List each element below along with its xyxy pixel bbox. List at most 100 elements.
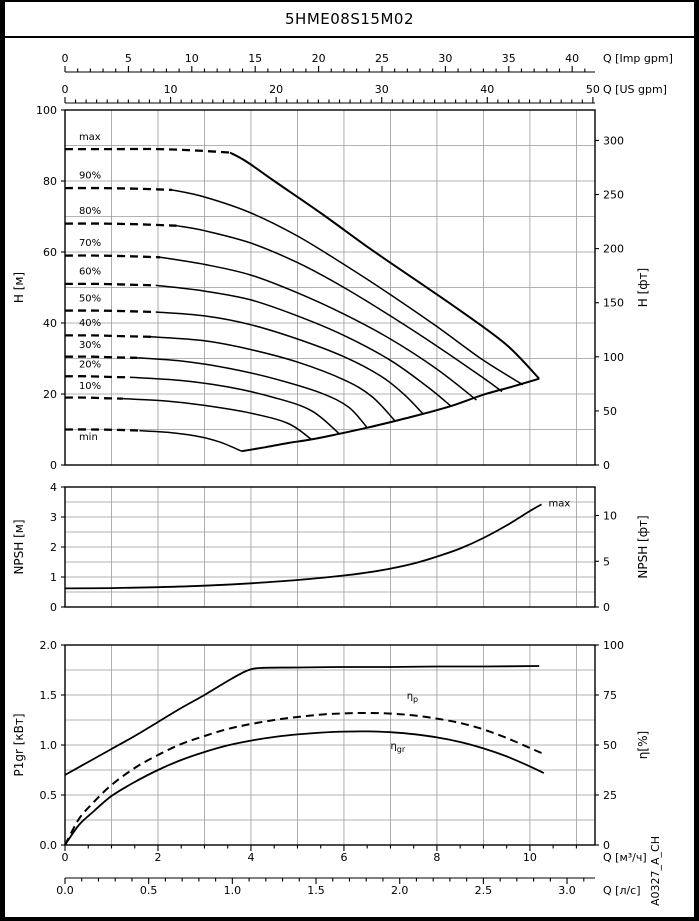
power-series-eta-gr — [64, 730, 545, 846]
svg-text:40: 40 — [565, 52, 579, 65]
curve-label-70%: 70% — [79, 238, 101, 249]
curve-label-60%: 60% — [79, 267, 101, 278]
svg-text:250: 250 — [603, 189, 624, 202]
svg-text:2.0: 2.0 — [40, 639, 58, 652]
head-series-50pct-solid — [155, 311, 424, 415]
curve-label-80%: 80% — [79, 206, 101, 217]
svg-text:0: 0 — [50, 601, 57, 614]
svg-text:300: 300 — [603, 134, 624, 147]
sheet-background — [5, 2, 694, 917]
head-series-90pct-solid — [171, 189, 524, 386]
curve-label-ηgr: ηgr — [390, 741, 405, 754]
curve-label-10%: 10% — [79, 381, 101, 392]
svg-text:2: 2 — [50, 541, 57, 554]
svg-text:0: 0 — [603, 601, 610, 614]
curve-label-ηp: ηp — [407, 691, 418, 704]
svg-text:10: 10 — [185, 52, 199, 65]
svg-text:6: 6 — [340, 851, 347, 864]
svg-text:5: 5 — [603, 555, 610, 568]
power-series-p1gr — [64, 665, 540, 776]
npsh-left-axis-title: NPSH [м] — [12, 519, 26, 574]
npsh-plot: 0 1 2 3 4 NPSH [м] 0 5 10 NPSH [фт] max — [12, 481, 650, 614]
svg-text:20: 20 — [312, 52, 326, 65]
svg-text:150: 150 — [603, 297, 624, 310]
svg-text:40: 40 — [480, 83, 494, 96]
curve-label-max: max — [79, 132, 101, 143]
power-right-axis-title: η[%] — [636, 731, 650, 759]
svg-text:1: 1 — [50, 571, 57, 584]
head-series-10pct-dashed — [64, 396, 124, 400]
svg-text:0: 0 — [603, 459, 610, 472]
svg-text:Q [л/с]: Q [л/с] — [603, 884, 641, 897]
svg-text:2: 2 — [154, 851, 161, 864]
svg-text:5: 5 — [125, 52, 132, 65]
svg-text:0: 0 — [62, 83, 69, 96]
svg-text:0.0: 0.0 — [56, 884, 74, 897]
head-series-10pct-solid — [123, 397, 312, 441]
scale-q-л-с-: 0.0 0.5 1.0 1.5 2.0 2.5 3.0 Q [л/с] — [56, 877, 641, 897]
curve-label-30%: 30% — [79, 340, 101, 351]
power-left-axis-title: P1gr [кВт] — [12, 713, 26, 776]
svg-text:25: 25 — [603, 789, 617, 802]
svg-text:15: 15 — [248, 52, 262, 65]
svg-text:8: 8 — [433, 851, 440, 864]
svg-text:0: 0 — [62, 52, 69, 65]
head-series-30pct-dashed — [64, 355, 138, 359]
npsh-right-axis-title: NPSH [фт] — [636, 515, 650, 578]
svg-text:1.0: 1.0 — [224, 884, 242, 897]
svg-text:0: 0 — [62, 851, 69, 864]
svg-text:10: 10 — [603, 510, 617, 523]
svg-text:200: 200 — [603, 243, 624, 256]
power-series-eta-p — [64, 712, 545, 846]
svg-text:10: 10 — [523, 851, 537, 864]
npsh-series-npsh-max — [64, 503, 542, 590]
head-series-80pct-dashed — [64, 222, 177, 227]
svg-text:40: 40 — [43, 317, 57, 330]
scale-q-us-gpm-: 0 10 20 30 40 50 Q [US gpm] — [62, 83, 667, 104]
svg-text:20: 20 — [269, 83, 283, 96]
svg-text:1.0: 1.0 — [40, 739, 58, 752]
svg-text:60: 60 — [43, 246, 57, 259]
svg-text:0.5: 0.5 — [140, 884, 158, 897]
svg-text:75: 75 — [603, 689, 617, 702]
head-series-40pct-solid — [150, 336, 396, 422]
curve-label-min: min — [79, 432, 98, 443]
svg-text:0: 0 — [603, 839, 610, 852]
svg-text:3.0: 3.0 — [558, 884, 576, 897]
curve-label-50%: 50% — [79, 293, 101, 304]
pump-model-title: 5HME08S15M02 — [285, 10, 414, 28]
svg-text:100: 100 — [603, 639, 624, 652]
head-series-20pct-solid — [130, 376, 340, 435]
svg-text:100: 100 — [36, 104, 57, 117]
svg-text:Q [Imp gpm]: Q [Imp gpm] — [603, 52, 673, 65]
head-series-min-dashed — [64, 428, 140, 432]
svg-text:80: 80 — [43, 175, 57, 188]
head-series-70pct-dashed — [64, 254, 161, 259]
svg-text:1.5: 1.5 — [307, 884, 325, 897]
scale-q-imp-gpm-: 0 5 10 15 20 25 30 35 40 Q [Imp gpm] — [62, 52, 673, 73]
head-series-80pct-solid — [176, 224, 503, 393]
svg-text:50: 50 — [603, 739, 617, 752]
head-series-max-dashed — [64, 147, 231, 154]
svg-text:2.5: 2.5 — [475, 884, 493, 897]
head-right-axis-title: H [фт] — [636, 268, 650, 307]
svg-text:30: 30 — [375, 83, 389, 96]
svg-text:3: 3 — [50, 511, 57, 524]
svg-text:50: 50 — [603, 405, 617, 418]
drawing-code: A0327_A_CH — [649, 836, 662, 906]
head-series-30pct-solid — [137, 357, 368, 429]
head-series-70pct-solid — [160, 256, 477, 401]
svg-text:20: 20 — [43, 388, 57, 401]
svg-text:50: 50 — [586, 83, 600, 96]
head-series-20pct-dashed — [64, 375, 131, 379]
head-series-min-solid — [139, 429, 242, 452]
curve-label-20%: 20% — [79, 359, 101, 370]
svg-text:2.0: 2.0 — [391, 884, 409, 897]
head-series-max-flow-envelope — [241, 377, 540, 453]
head-series-60pct-dashed — [64, 282, 156, 287]
svg-text:Q [US gpm]: Q [US gpm] — [603, 83, 667, 96]
head-series-90pct-dashed — [64, 186, 172, 192]
